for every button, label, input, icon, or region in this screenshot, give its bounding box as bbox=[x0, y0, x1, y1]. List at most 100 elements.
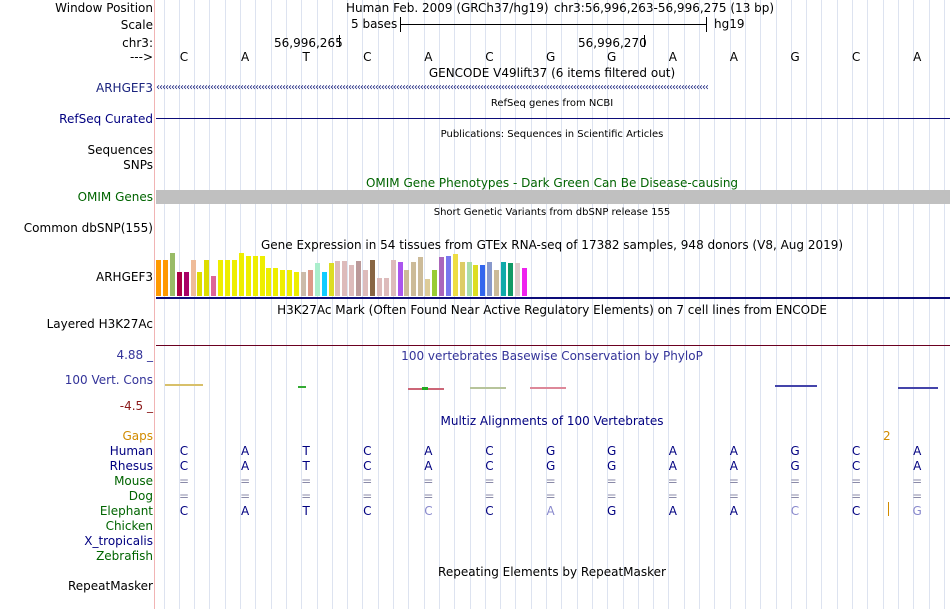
alignment-base: C bbox=[363, 459, 372, 473]
species-label-zebrafish[interactable]: Zebrafish bbox=[96, 549, 153, 563]
gtex-tissue-bar[interactable] bbox=[404, 270, 410, 296]
gtex-tissue-bar[interactable] bbox=[245, 256, 251, 296]
alignment-base: A bbox=[913, 459, 922, 473]
omim-title: OMIM Gene Phenotypes - Dark Green Can Be… bbox=[365, 176, 739, 190]
conservation-bar-2 bbox=[298, 386, 306, 388]
gtex-tissue-bar[interactable] bbox=[204, 260, 210, 296]
ruler-base: A bbox=[424, 50, 433, 64]
omim-gene-block[interactable] bbox=[156, 190, 950, 204]
gencode-label[interactable]: ARHGEF3 bbox=[96, 81, 153, 95]
gtex-tissue-bar[interactable] bbox=[432, 270, 437, 296]
alignment-base: T bbox=[302, 444, 310, 458]
alignment-base: = bbox=[301, 474, 312, 488]
gtex-tissue-bar[interactable] bbox=[266, 268, 272, 296]
conservation-max: 4.88 _ bbox=[116, 348, 153, 362]
gtex-label[interactable]: ARHGEF3 bbox=[96, 270, 153, 284]
gtex-tissue-bar[interactable] bbox=[494, 270, 500, 296]
publications-label-sequences[interactable]: Sequences bbox=[87, 143, 153, 157]
gtex-tissue-bar[interactable] bbox=[328, 263, 334, 296]
gtex-tissue-bar[interactable] bbox=[335, 261, 341, 296]
gtex-tissue-bar[interactable] bbox=[156, 260, 161, 296]
gtex-tissue-bar[interactable] bbox=[438, 257, 444, 296]
gtex-tissue-bar[interactable] bbox=[411, 262, 417, 296]
gtex-tissue-bar[interactable] bbox=[390, 260, 396, 296]
gtex-tissue-bar[interactable] bbox=[452, 254, 458, 296]
gtex-tissue-bar[interactable] bbox=[397, 262, 403, 296]
publications-label-snps[interactable]: SNPs bbox=[123, 158, 153, 172]
species-label-elephant[interactable]: Elephant bbox=[99, 504, 153, 518]
alignment-base: A bbox=[240, 459, 250, 473]
gtex-tissue-bar[interactable] bbox=[197, 272, 203, 296]
gtex-tissue-bar[interactable] bbox=[445, 256, 451, 296]
alignment-base: = bbox=[423, 474, 434, 488]
ruler-base: A bbox=[913, 50, 922, 64]
alignment-base: A bbox=[913, 444, 922, 458]
gtex-tissue-bar[interactable] bbox=[363, 270, 368, 296]
gtex-tissue-bar[interactable] bbox=[459, 262, 465, 296]
gtex-tissue-bar[interactable] bbox=[501, 262, 506, 296]
gtex-tissue-bar[interactable] bbox=[252, 256, 258, 296]
gtex-tissue-bar[interactable] bbox=[238, 253, 244, 296]
gtex-tissue-bar[interactable] bbox=[169, 253, 175, 296]
gtex-tissue-bar[interactable] bbox=[287, 270, 293, 296]
gtex-tissue-bar[interactable] bbox=[466, 262, 472, 296]
gtex-tissue-bar[interactable] bbox=[418, 257, 424, 296]
gtex-tissue-bar[interactable] bbox=[211, 276, 217, 296]
grid-line bbox=[209, 0, 211, 609]
assembly-title[interactable]: Human Feb. 2009 (GRCh37/hg19) bbox=[346, 1, 549, 15]
alignment-base: G bbox=[790, 459, 800, 473]
position-text[interactable]: chr3:56,996,263-56,996,275 (13 bp) bbox=[554, 1, 775, 15]
grid-line bbox=[622, 0, 624, 609]
grid-line bbox=[928, 0, 930, 609]
conservation-label[interactable]: 100 Vert. Cons bbox=[64, 373, 153, 387]
gtex-tissue-bar[interactable] bbox=[514, 263, 520, 296]
gtex-tissue-bar[interactable] bbox=[307, 270, 313, 296]
species-label-x_tropicalis[interactable]: X_tropicalis bbox=[84, 534, 153, 548]
h3k27ac-label[interactable]: Layered H3K27Ac bbox=[46, 317, 153, 331]
gtex-tissue-bar[interactable] bbox=[190, 260, 196, 296]
dbsnp-label[interactable]: Common dbSNP(155) bbox=[23, 221, 153, 235]
refseq-label[interactable]: RefSeq Curated bbox=[59, 112, 153, 126]
gtex-tissue-bar[interactable] bbox=[507, 263, 513, 296]
refseq-gene-line[interactable] bbox=[156, 118, 950, 119]
gtex-tissue-bar[interactable] bbox=[473, 265, 479, 296]
species-label-human[interactable]: Human bbox=[109, 444, 153, 458]
species-label-mouse[interactable]: Mouse bbox=[114, 474, 153, 488]
gtex-tissue-bar[interactable] bbox=[218, 260, 224, 296]
species-label-rhesus[interactable]: Rhesus bbox=[109, 459, 153, 473]
grid-line bbox=[285, 0, 287, 609]
omim-label[interactable]: OMIM Genes bbox=[77, 190, 153, 204]
gaps-label[interactable]: Gaps bbox=[122, 429, 153, 443]
gtex-tissue-bar[interactable] bbox=[294, 272, 299, 296]
repeatmasker-label[interactable]: RepeatMasker bbox=[67, 579, 153, 593]
gtex-tissue-bar[interactable] bbox=[176, 272, 182, 296]
gtex-tissue-bar[interactable] bbox=[369, 260, 375, 296]
grid-line bbox=[255, 0, 257, 609]
gtex-tissue-bar[interactable] bbox=[183, 272, 189, 296]
ruler-base: C bbox=[485, 50, 494, 64]
gtex-tissue-bar[interactable] bbox=[356, 261, 362, 296]
gtex-tissue-bar[interactable] bbox=[225, 260, 230, 296]
gtex-tissue-bar[interactable] bbox=[376, 278, 382, 296]
gtex-tissue-bar[interactable] bbox=[349, 265, 355, 296]
gtex-tissue-bar[interactable] bbox=[231, 260, 237, 296]
gtex-tissue-bar[interactable] bbox=[425, 279, 431, 296]
grid-line bbox=[240, 0, 241, 609]
gtex-tissue-bar[interactable] bbox=[521, 268, 527, 296]
gencode-gene-line[interactable]: ‹‹‹‹‹‹‹‹‹‹‹‹‹‹‹‹‹‹‹‹‹‹‹‹‹‹‹‹‹‹‹‹‹‹‹‹‹‹‹‹… bbox=[156, 82, 709, 93]
gtex-tissue-bar[interactable] bbox=[342, 261, 348, 296]
species-label-dog[interactable]: Dog bbox=[128, 489, 153, 503]
gtex-tissue-bar[interactable] bbox=[259, 256, 265, 296]
gtex-tissue-bar[interactable] bbox=[280, 270, 286, 296]
gtex-tissue-bar[interactable] bbox=[487, 262, 493, 296]
alignment-base: C bbox=[363, 504, 372, 518]
species-label-chicken[interactable]: Chicken bbox=[105, 519, 153, 533]
gtex-tissue-bar[interactable] bbox=[314, 263, 320, 296]
gtex-tissue-bar[interactable] bbox=[383, 278, 389, 296]
gtex-tissue-bar[interactable] bbox=[300, 272, 306, 296]
alignment-base: A bbox=[729, 444, 738, 458]
gtex-tissue-bar[interactable] bbox=[321, 272, 327, 296]
gtex-tissue-bar[interactable] bbox=[480, 265, 486, 296]
gtex-tissue-bar[interactable] bbox=[162, 260, 168, 296]
gtex-tissue-bar[interactable] bbox=[273, 268, 279, 296]
